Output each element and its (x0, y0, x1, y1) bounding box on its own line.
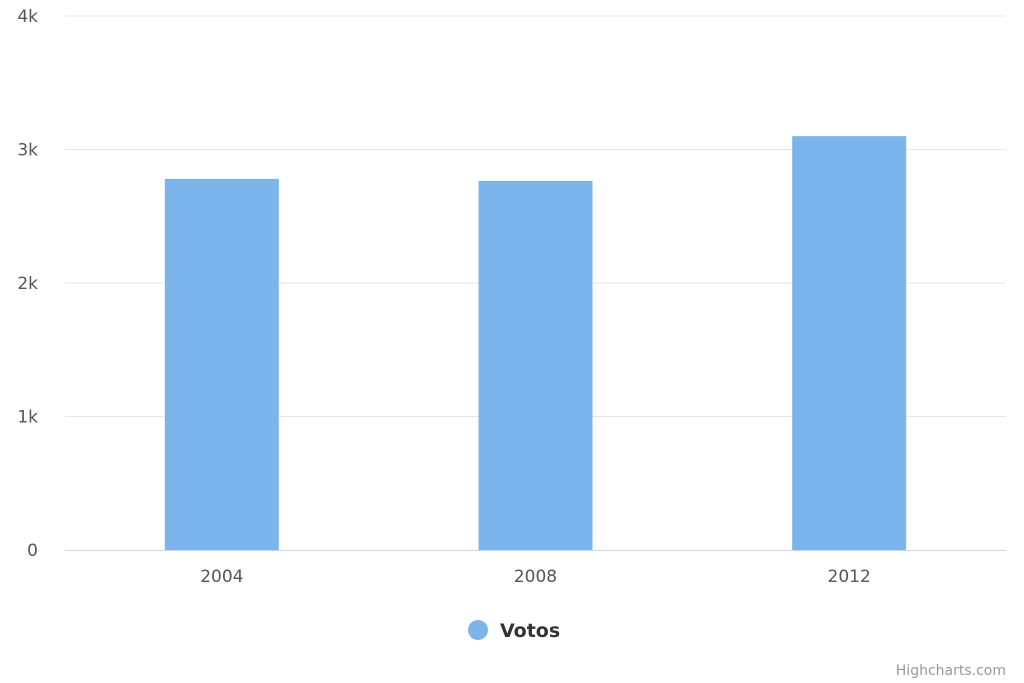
y-tick-label: 2k (17, 274, 38, 294)
bar-2004[interactable] (164, 178, 279, 550)
y-tick-label: 4k (17, 7, 38, 27)
y-tick-label: 0 (27, 541, 38, 561)
bar-2008[interactable] (478, 180, 593, 550)
x-tick-label: 2012 (828, 567, 871, 587)
y-tick-label: 1k (17, 408, 38, 428)
credits-link[interactable]: Highcharts.com (896, 663, 1006, 679)
x-tick-label: 2008 (514, 567, 557, 587)
y-tick-label: 3k (17, 141, 38, 161)
legend-marker-icon[interactable] (468, 620, 488, 640)
x-tick-label: 2004 (200, 567, 243, 587)
x-axis-labels: 2004 2008 2012 (200, 567, 871, 587)
legend-item-label[interactable]: Votos (500, 620, 560, 642)
plot-area (164, 136, 907, 550)
y-axis-labels: 0 1k 2k 3k 4k (17, 7, 38, 561)
bar-2012[interactable] (792, 136, 907, 550)
legend[interactable]: Votos (468, 620, 560, 642)
